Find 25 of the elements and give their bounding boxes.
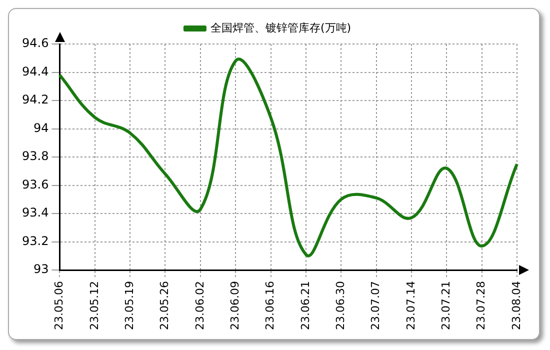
- x-tick-label: 23.05.26: [158, 281, 172, 330]
- y-tick-label: 94: [33, 120, 49, 135]
- x-tick-label: 23.05.19: [122, 281, 136, 330]
- x-tick-label: 23.05.12: [88, 281, 101, 330]
- x-tick-label: 23.08.04: [510, 281, 523, 330]
- x-tick-label: 23.07.21: [440, 281, 453, 330]
- x-tick-label: 23.06.30: [334, 281, 347, 330]
- y-tick-label: 94.6: [22, 36, 49, 50]
- y-tick-label: 94.2: [22, 92, 49, 107]
- x-tick-label: 23.06.16: [264, 281, 277, 330]
- y-tick-label: 93.6: [22, 177, 49, 192]
- line-series: [58, 59, 518, 256]
- x-tick-label: 23.07.28: [474, 281, 488, 330]
- x-tick-label: 23.07.07: [369, 281, 382, 330]
- y-tick-label: 93.2: [22, 234, 49, 248]
- x-tick-label: 23.06.21: [298, 281, 312, 330]
- x-tick-label: 23.05.06: [52, 281, 66, 330]
- y-tick-label: 94.4: [22, 64, 49, 78]
- x-tick-label: 23.06.09: [228, 281, 242, 330]
- y-tick-label: 93.8: [22, 149, 49, 164]
- legend-label: 全国焊管、镀锌管库存(万吨): [210, 21, 352, 34]
- y-tick-label: 93: [33, 262, 49, 276]
- x-tick-label: 23.07.14: [404, 281, 418, 330]
- y-tick-label: 93.4: [22, 206, 49, 220]
- x-tick-label: 23.06.02: [193, 281, 206, 330]
